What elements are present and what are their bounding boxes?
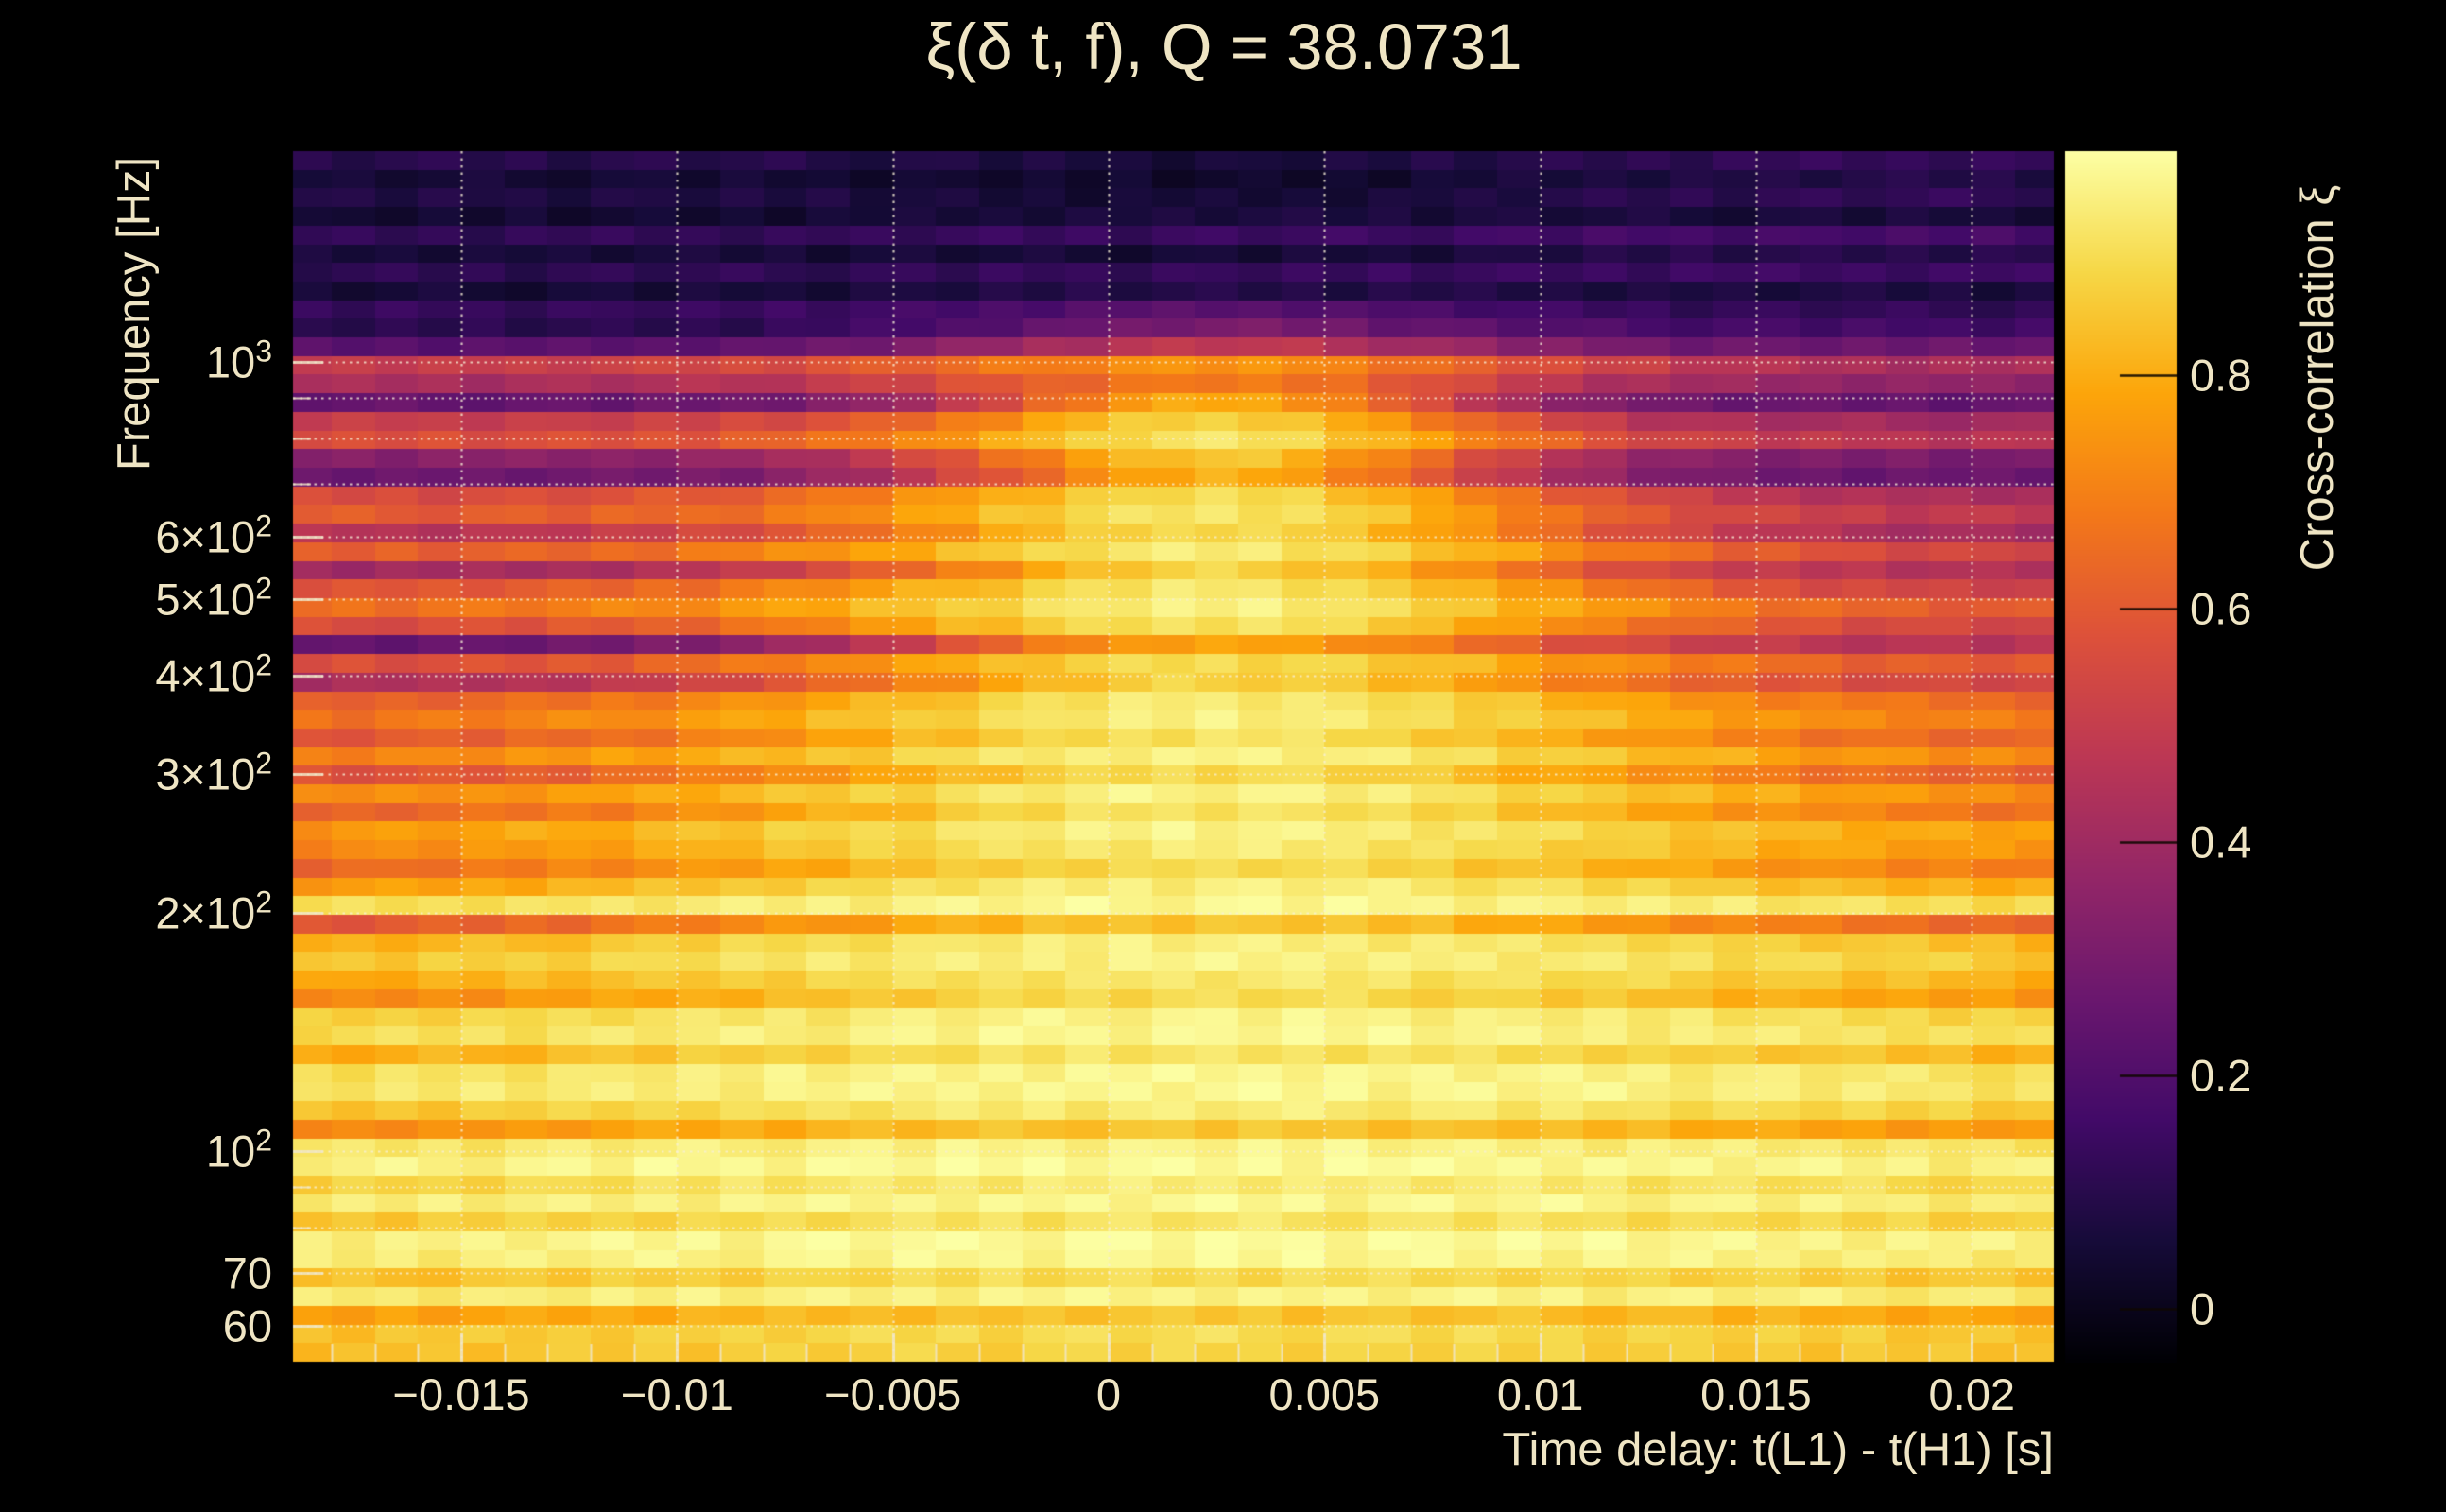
x-tick-label: 0.015	[1700, 1369, 1812, 1419]
colorbar-label: Cross-correlation ξ	[2292, 184, 2343, 572]
colorbar-tick-label: 0.4	[2190, 816, 2252, 868]
x-tick-label: 0	[1095, 1369, 1122, 1419]
x-tick-label: −0.01	[620, 1369, 733, 1419]
y-tick-label: 103	[205, 334, 272, 387]
colorbar-tick-label: 0.2	[2190, 1050, 2252, 1101]
y-tick-label: 4×102	[155, 647, 272, 701]
colorbar-tick-label: 0.8	[2190, 350, 2252, 401]
y-axis-label: Frequency [Hz]	[109, 156, 160, 472]
colorbar-tick-label: 0.6	[2190, 583, 2252, 634]
x-axis-label: Time delay: t(L1) - t(H1) [s]	[1502, 1424, 2054, 1475]
y-tick-label: 3×102	[155, 746, 272, 799]
x-tick-label: −0.015	[392, 1369, 530, 1419]
y-tick-label: 5×102	[155, 571, 272, 625]
x-tick-label: −0.005	[824, 1369, 962, 1419]
y-tick-label: 60	[222, 1300, 272, 1351]
y-tick-label: 2×102	[155, 885, 272, 938]
x-tick-label: 0.005	[1268, 1369, 1381, 1419]
y-tick-label: 6×102	[155, 508, 272, 562]
y-tick-label: 102	[205, 1123, 272, 1177]
y-tick-label: 70	[222, 1247, 272, 1298]
x-tick-label: 0.01	[1496, 1369, 1584, 1419]
colorbar-tick-label: 0	[2190, 1283, 2215, 1334]
chart-title: ξ(δ t, f), Q = 38.0731	[925, 10, 1523, 83]
x-tick-label: 0.02	[1928, 1369, 2015, 1419]
